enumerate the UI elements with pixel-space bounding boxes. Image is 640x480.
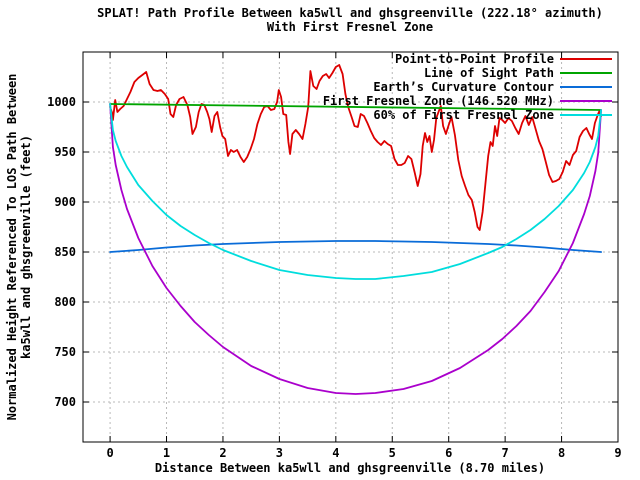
legend-line-sample: [560, 114, 612, 116]
legend-row: Earth’s Curvature Contour: [323, 80, 612, 94]
y-axis-label-line2: ka5wll and ghsgreenville (feet): [19, 135, 33, 359]
x-axis-label: Distance Between ka5wll and ghsgreenvill…: [154, 461, 546, 475]
y-tick-label: 700: [54, 395, 76, 409]
y-tick-label: 900: [54, 195, 76, 209]
y-tick-label: 750: [54, 345, 76, 359]
legend-row: First Fresnel Zone (146.520 MHz): [323, 94, 612, 108]
chart-title-line2: With First Fresnel Zone: [266, 20, 434, 34]
y-tick-label: 950: [54, 145, 76, 159]
legend-line-sample: [560, 72, 612, 74]
x-tick-label: 3: [276, 446, 283, 460]
legend-label: Point-to-Point Profile: [395, 52, 554, 66]
x-tick-label: 4: [332, 446, 339, 460]
y-tick-label: 850: [54, 245, 76, 259]
series-earth-s-curvature-contour: [109, 240, 602, 253]
y-axis-label-line1: Normalized Height Referenced To LOS Path…: [5, 73, 19, 421]
y-tick-label: 800: [54, 295, 76, 309]
x-tick-label: 8: [558, 446, 565, 460]
x-tick-label: 2: [219, 446, 226, 460]
chart-title-line1: SPLAT! Path Profile Between ka5wll and g…: [97, 6, 603, 20]
series-point-to-point-profile: [109, 64, 602, 231]
series-line-of-sight-path: [109, 103, 602, 111]
legend-row: Point-to-Point Profile: [323, 52, 612, 66]
legend-line-sample: [560, 58, 612, 60]
legend-label: First Fresnel Zone (146.520 MHz): [322, 94, 554, 108]
legend-line-sample: [560, 100, 612, 102]
x-tick-label: 6: [445, 446, 452, 460]
plot-border: [82, 51, 619, 443]
legend-label: Line of Sight Path: [423, 66, 554, 80]
x-tick-label: 9: [614, 446, 621, 460]
x-tick-label: 1: [163, 446, 170, 460]
legend-label: 60% of First Fresnel Zone: [373, 108, 554, 122]
legend-row: 60% of First Fresnel Zone: [323, 108, 612, 122]
legend-label: Earth’s Curvature Contour: [373, 80, 554, 94]
legend: Point-to-Point Profile Line of Sight Path…: [323, 52, 612, 122]
legend-line-sample: [560, 86, 612, 88]
x-tick-label: 0: [106, 446, 113, 460]
series-first-fresnel-zone-146-520-mhz-: [109, 103, 602, 395]
x-tick-label: 5: [389, 446, 396, 460]
y-tick-label: 1000: [47, 95, 76, 109]
series-60-of-first-fresnel-zone: [109, 103, 602, 280]
legend-row: Line of Sight Path: [323, 66, 612, 80]
x-tick-label: 7: [502, 446, 509, 460]
